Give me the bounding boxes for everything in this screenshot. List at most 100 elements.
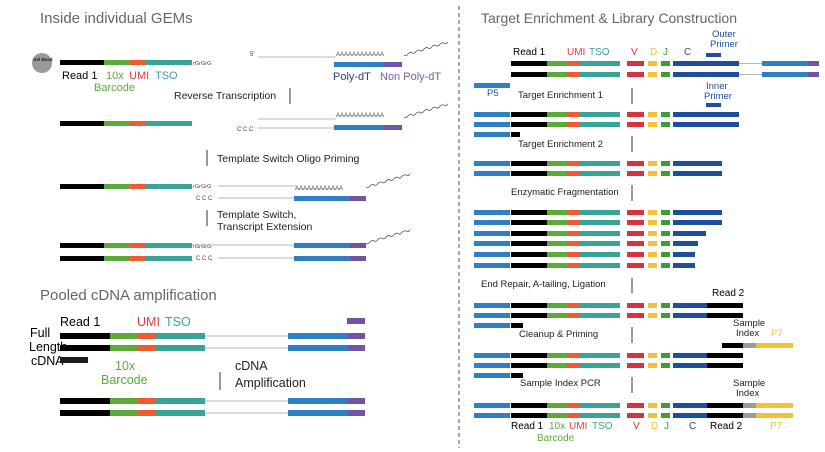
frag-4-tso [580,241,620,246]
label-ccc-3: C C C [196,256,213,262]
pooled-strand-1-read1 [60,333,110,339]
step-template-switch-1: Template Switch, [217,209,296,221]
step-te1: Target Enrichment 1 [518,90,603,101]
pcr-2-d [648,413,657,418]
frag-5-umi [567,252,580,257]
lig-2-p5 [474,313,510,318]
pcr-2-c2 [673,413,707,418]
tso-bead-oligo-barcode [104,184,130,189]
clean-2-read1 [511,363,547,368]
right-section-title: Target Enrichment & Library Construction [481,10,737,26]
te1-2-barcode [547,122,567,127]
amp-strand-2-umi [138,410,155,416]
clean-2-c2 [673,363,707,368]
lig-1-d [648,303,657,308]
frag-2-d [648,220,657,225]
pcr-1-tso [580,403,620,408]
pooled-strand-2-blue [288,345,348,351]
te2-1-d [648,161,657,166]
frag-4-c [673,241,698,246]
bottom-label-p7: P7 [770,421,783,432]
frag-5-read1 [511,252,547,257]
te-input-1-barcode [547,61,567,66]
frag-4-read1 [511,241,547,246]
gel-bead [32,53,52,73]
frag-5-j [661,252,670,257]
clean-1-p5 [474,353,510,358]
te2-1-tso [580,161,620,166]
te2-2-tso [580,171,620,176]
label-a-tail-3: AAAAAAAAAAAA [295,186,343,192]
label-v-r: V [631,47,638,58]
label-sample-index-2a: Sample [733,378,765,389]
te2-1-read1 [511,161,547,166]
clean-short-read1 [511,373,523,378]
te-input-2-umi [567,72,580,77]
clean-2-read2 [707,363,743,368]
tso-tail [365,173,411,189]
clean-1-umi [567,353,580,358]
lig-2-d [648,313,657,318]
amp-strand-2-barcode [110,410,138,416]
pooled-strand-1-tso [155,333,205,339]
frag-2-p5 [474,220,510,225]
section-title-gems: Inside individual GEMs [40,10,193,27]
te1-1-umi [567,112,580,117]
frag-4-umi [567,241,580,246]
gem-bead-oligo-tso [145,60,192,65]
ts-strand-bottom-read1 [60,256,104,261]
lig-1-j [661,303,670,308]
ts-strand-top-tso [145,243,192,248]
frag-3-p5 [474,231,510,236]
amp-strand-1-purple [348,398,365,404]
pcr-2-v [627,413,644,418]
te1-1-j [661,112,670,117]
label-p5: P5 [487,88,499,99]
amp-strand-2-blue [288,410,348,416]
lig-1-tso [580,303,620,308]
amp-strand-2-purple [348,410,365,416]
label-barcode-pooled: Barcode [101,373,148,387]
pooled-strand-1-umi [138,333,155,339]
frag-6-umi [567,263,580,268]
molecule-shapes [60,41,819,418]
step-cleanup: Cleanup & Priming [519,329,598,340]
label-length: Length [29,340,67,354]
te2-2-umi [567,171,580,176]
ts-strand-bottom-tso [145,256,192,261]
label-rgrgrg-2: rGrGrG [193,184,211,190]
clean-1-d [648,353,657,358]
pcr-2-p7 [756,413,793,418]
te2-1-umi [567,161,580,166]
label-non-poly-dt: Non Poly-dT [380,71,441,83]
step-fragmentation: Enzymatic Fragmentation [511,187,619,198]
lig-2-c2 [673,313,707,318]
te-input-1-j [661,61,670,66]
te1-2-tso [580,122,620,127]
rt-bead-oligo-barcode [104,121,130,126]
frag-1-v [627,210,644,215]
te-input-2-v [627,72,644,77]
clean-1-tso [580,353,620,358]
te1-1-d [648,112,657,117]
step-reverse-transcription: Reverse Transcription [174,90,276,102]
label-read2-1: Read 2 [712,288,745,299]
te1-2-j [661,122,670,127]
te2-2-v [627,171,644,176]
amp-strand-2-read1 [60,410,110,416]
label-cdna: cDNA [31,354,64,368]
te1-2-v [627,122,644,127]
label-read1: Read 1 [62,70,97,82]
pcr-1-read1 [511,403,547,408]
label-j-r: J [663,47,668,58]
te2-2-d [648,171,657,176]
frag-2-v [627,220,644,225]
frag-1-c [673,210,722,215]
te1-1-tso [580,112,620,117]
frag-1-barcode [547,210,567,215]
rt-bead-oligo-umi [130,121,145,126]
te1-2-c [673,122,739,127]
frag-3-d [648,231,657,236]
te2-2-read1 [511,171,547,176]
pcr-1-read2 [707,403,743,408]
